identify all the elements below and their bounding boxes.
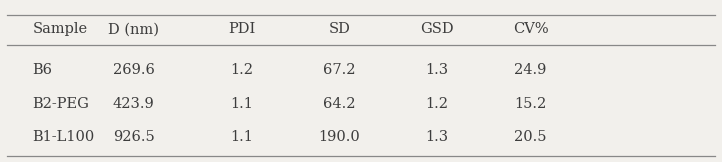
- Text: 423.9: 423.9: [113, 97, 155, 111]
- Text: 20.5: 20.5: [514, 130, 547, 144]
- Text: 15.2: 15.2: [515, 97, 547, 111]
- Text: 1.2: 1.2: [425, 97, 448, 111]
- Text: 1.1: 1.1: [230, 97, 253, 111]
- Text: 1.3: 1.3: [425, 130, 448, 144]
- Text: SD: SD: [329, 22, 350, 36]
- Text: 190.0: 190.0: [318, 130, 360, 144]
- Text: 24.9: 24.9: [515, 64, 547, 77]
- Text: 67.2: 67.2: [323, 64, 356, 77]
- Text: 269.6: 269.6: [113, 64, 155, 77]
- Text: Sample: Sample: [32, 22, 87, 36]
- Text: B2-PEG: B2-PEG: [32, 97, 90, 111]
- Text: GSD: GSD: [420, 22, 453, 36]
- Text: PDI: PDI: [228, 22, 256, 36]
- Text: 926.5: 926.5: [113, 130, 155, 144]
- Text: 1.2: 1.2: [230, 64, 253, 77]
- Text: CV%: CV%: [513, 22, 549, 36]
- Text: B1-L100: B1-L100: [32, 130, 95, 144]
- Text: 1.1: 1.1: [230, 130, 253, 144]
- Text: D (nm): D (nm): [108, 22, 159, 36]
- Text: 64.2: 64.2: [323, 97, 356, 111]
- Text: 1.3: 1.3: [425, 64, 448, 77]
- Text: B6: B6: [32, 64, 53, 77]
